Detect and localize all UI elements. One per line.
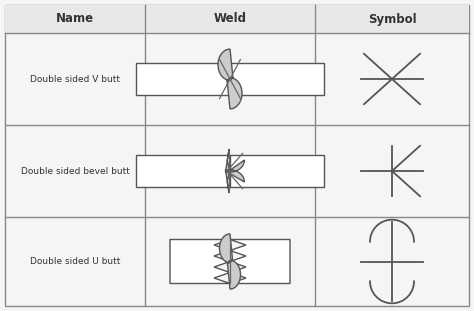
Text: Double sided bevel butt: Double sided bevel butt	[20, 166, 129, 175]
Polygon shape	[218, 49, 242, 109]
Polygon shape	[170, 239, 230, 284]
Text: Name: Name	[56, 12, 94, 26]
Bar	[230, 155, 324, 187]
Bar	[230, 63, 324, 95]
Text: Double sided V butt: Double sided V butt	[30, 75, 120, 83]
Text: Symbol: Symbol	[368, 12, 416, 26]
Polygon shape	[230, 239, 290, 284]
Polygon shape	[226, 149, 245, 193]
Bar	[136, 155, 230, 187]
Polygon shape	[219, 234, 240, 289]
Text: Weld: Weld	[213, 12, 246, 26]
Bar	[136, 63, 230, 95]
Text: Double sided U butt: Double sided U butt	[30, 257, 120, 266]
Bar	[5, 5, 469, 33]
